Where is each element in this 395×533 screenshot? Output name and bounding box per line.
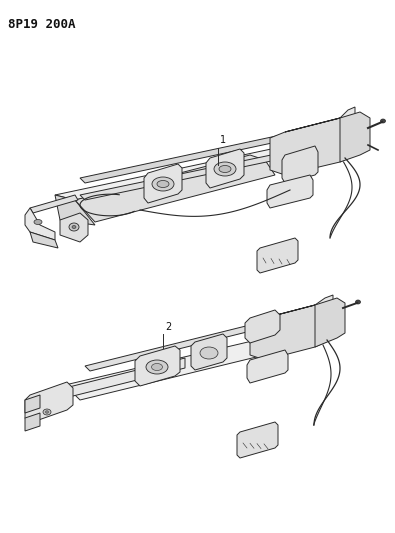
Polygon shape	[282, 146, 318, 183]
Ellipse shape	[200, 347, 218, 359]
Polygon shape	[267, 175, 313, 208]
Polygon shape	[65, 338, 285, 400]
Polygon shape	[237, 422, 278, 458]
Polygon shape	[30, 195, 78, 213]
Text: 1: 1	[220, 135, 226, 145]
Polygon shape	[250, 305, 330, 360]
Polygon shape	[25, 208, 55, 240]
Ellipse shape	[72, 225, 76, 229]
Polygon shape	[65, 358, 185, 398]
Polygon shape	[340, 112, 370, 162]
Ellipse shape	[356, 300, 361, 304]
Ellipse shape	[34, 220, 42, 224]
Polygon shape	[75, 155, 275, 222]
Ellipse shape	[214, 162, 236, 176]
Polygon shape	[265, 295, 333, 318]
Ellipse shape	[380, 119, 386, 123]
Polygon shape	[55, 195, 95, 225]
Polygon shape	[270, 118, 355, 175]
Polygon shape	[206, 149, 244, 188]
Ellipse shape	[157, 181, 169, 188]
Polygon shape	[247, 350, 288, 383]
Ellipse shape	[146, 360, 168, 374]
Polygon shape	[315, 298, 345, 347]
Polygon shape	[144, 164, 182, 203]
Ellipse shape	[69, 223, 79, 231]
Ellipse shape	[45, 411, 49, 413]
Polygon shape	[25, 413, 40, 431]
Text: 8P19 200A: 8P19 200A	[8, 18, 75, 31]
Polygon shape	[245, 310, 280, 343]
Polygon shape	[191, 334, 227, 370]
Polygon shape	[25, 382, 73, 423]
Polygon shape	[135, 346, 180, 386]
Polygon shape	[85, 320, 275, 371]
Ellipse shape	[43, 409, 51, 415]
Polygon shape	[80, 132, 300, 183]
Polygon shape	[60, 213, 88, 242]
Ellipse shape	[152, 177, 174, 191]
Polygon shape	[257, 238, 298, 273]
Polygon shape	[30, 232, 58, 248]
Polygon shape	[55, 145, 310, 200]
Ellipse shape	[219, 166, 231, 173]
Text: 2: 2	[165, 322, 171, 332]
Polygon shape	[80, 150, 300, 200]
Ellipse shape	[152, 364, 162, 370]
Polygon shape	[25, 395, 40, 413]
Polygon shape	[285, 107, 355, 132]
